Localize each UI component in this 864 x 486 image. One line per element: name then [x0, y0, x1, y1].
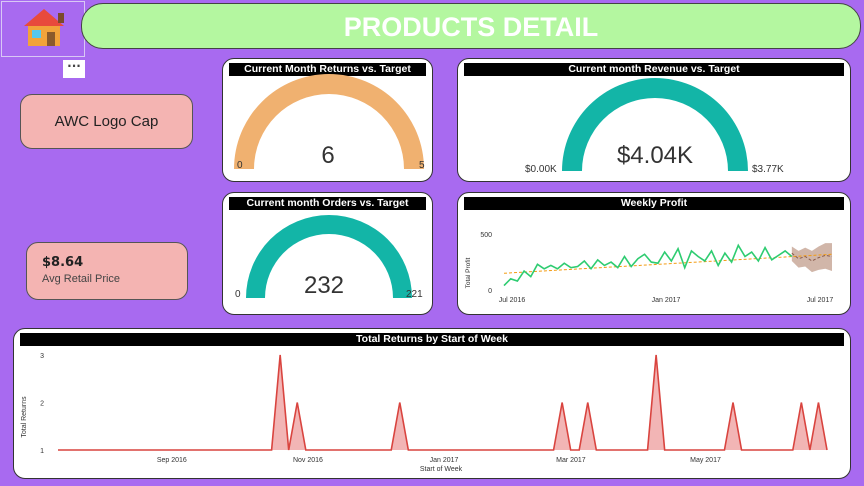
returns-gauge-arc [234, 74, 424, 169]
product-name-card: AWC Logo Cap [20, 94, 193, 149]
returns-gauge: 6 0 5 [234, 74, 425, 171]
avg-retail-price-value: $8.64 [42, 255, 84, 270]
weekly-profit-chart: Total Profit 0 500 Jul 2016 Jan 2017 Jul 201… [465, 232, 834, 304]
home-icon [24, 9, 64, 46]
weekly-profit-title: Weekly Profit [464, 197, 844, 210]
profit-series-line [503, 243, 793, 287]
total-returns-chart: Total Returns Start of Week 1 2 3 Sep 2016 N… [21, 353, 828, 473]
revenue-gauge-min: $0.00K [525, 164, 557, 175]
revenue-gauge-arc [562, 78, 748, 171]
avg-retail-price-card: $8.64 Avg Retail Price [26, 242, 188, 300]
revenue-gauge-target: $3.77K [752, 164, 784, 175]
returns-gauge-target: 5 [419, 160, 425, 171]
more-options-button[interactable]: ··· [63, 60, 85, 78]
profit-x-tick: Jan 2017 [652, 297, 681, 304]
profit-y-tick: 0 [488, 288, 492, 295]
orders-gauge: 232 0 221 [235, 215, 423, 300]
orders-gauge-arc [246, 215, 412, 298]
avg-retail-price-label: Avg Retail Price [42, 273, 121, 285]
returns-series-line [58, 354, 828, 451]
profit-y-axis-label: Total Profit [465, 257, 472, 288]
profit-x-tick: Jul 2016 [499, 297, 526, 304]
revenue-gauge-title: Current month Revenue vs. Target [464, 63, 844, 76]
weekly-profit-card: Weekly Profit Total Profit 0 500 Jul 2016 J… [457, 192, 851, 315]
revenue-gauge-value: $4.04K [617, 142, 693, 169]
returns-x-tick: Mar 2017 [556, 457, 586, 464]
returns-gauge-value: 6 [321, 142, 334, 169]
orders-gauge-title: Current month Orders vs. Target [229, 197, 426, 210]
revenue-gauge-card: Current month Revenue vs. Target $4.04K … [457, 58, 851, 182]
total-returns-title: Total Returns by Start of Week [20, 333, 844, 346]
returns-x-tick: May 2017 [690, 457, 721, 464]
returns-y-tick: 3 [40, 353, 44, 360]
profit-x-tick: Jul 2017 [807, 297, 834, 304]
returns-x-tick: Jan 2017 [430, 457, 459, 464]
returns-y-axis-label: Total Returns [21, 396, 28, 438]
orders-gauge-value: 232 [304, 272, 344, 299]
orders-gauge-min: 0 [235, 289, 241, 300]
home-button[interactable] [1, 1, 85, 57]
page-title: PRODUCTS DETAIL [81, 3, 861, 49]
profit-y-tick: 500 [480, 232, 492, 239]
returns-y-tick: 2 [40, 401, 44, 408]
returns-area-fill [58, 355, 827, 450]
returns-gauge-min: 0 [237, 160, 243, 171]
profit-forecast-band [791, 243, 832, 273]
returns-x-tick: Nov 2016 [293, 457, 323, 464]
orders-gauge-card: Current month Orders vs. Target 232 0 22… [222, 192, 433, 315]
returns-x-tick: Sep 2016 [157, 457, 187, 464]
returns-y-tick: 1 [40, 448, 44, 455]
returns-gauge-card: Current Month Returns vs. Target 6 0 5 [222, 58, 433, 182]
product-name: AWC Logo Cap [54, 113, 159, 130]
returns-gauge-title: Current Month Returns vs. Target [229, 63, 426, 76]
revenue-gauge: $4.04K $0.00K $3.77K [525, 78, 784, 175]
returns-x-axis-label: Start of Week [420, 466, 463, 473]
orders-gauge-target: 221 [406, 289, 423, 300]
total-returns-card: Total Returns by Start of Week Total Ret… [13, 328, 851, 479]
